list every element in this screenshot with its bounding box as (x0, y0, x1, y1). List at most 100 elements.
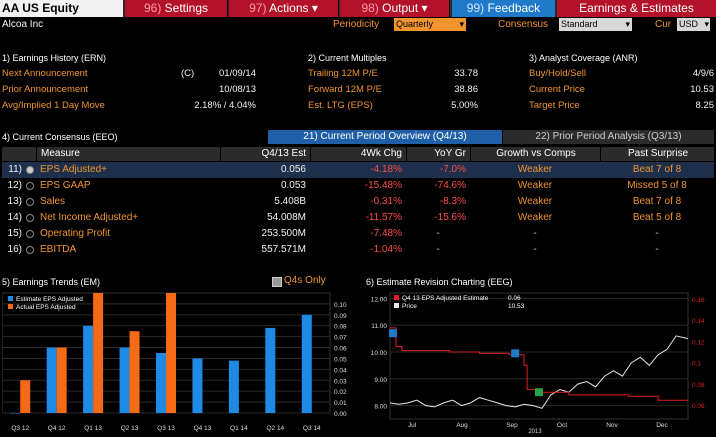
row-radio[interactable] (26, 214, 34, 222)
security-ticker[interactable]: AA US Equity (0, 0, 123, 17)
row-index: 13) (7, 196, 22, 207)
output-button[interactable]: 98) Output ▾ (340, 0, 450, 17)
col-past-surprise[interactable]: Past Surprise (600, 147, 715, 161)
q4s-only-checkbox[interactable] (272, 277, 282, 287)
yoy-growth: -15.6% (434, 212, 466, 223)
row-radio[interactable] (26, 246, 34, 254)
col-est[interactable]: Q4/13 Est (220, 147, 310, 161)
row-radio[interactable] (26, 198, 34, 206)
prior-announcement-label: Prior Announcement (2, 84, 89, 95)
next-announcement-flag: (C) (181, 68, 195, 79)
event-marker (511, 349, 520, 358)
settings-button[interactable]: 96) Settings (125, 0, 228, 17)
bar (46, 347, 57, 413)
trailing-pe-label: Trailing 12M P/E (308, 68, 378, 79)
four-week-change: -0.31% (370, 196, 402, 207)
measure-name: Operating Profit (40, 228, 111, 239)
measure-name: EPS GAAP (40, 180, 91, 191)
y-tick-label: 0.08 (334, 324, 347, 331)
avg-implied-move-label: Avg/Implied 1 Day Move (2, 100, 105, 111)
x-tick-label: Q3 14 (303, 425, 321, 432)
y-tick-label: 0.10 (334, 302, 347, 309)
forward-pe-label: Forward 12M P/E (308, 84, 382, 95)
measure-name: EPS Adjusted+ (40, 164, 107, 175)
estimate-revision-title[interactable]: 6) Estimate Revision Charting (EEG) (366, 277, 513, 287)
measure-name: EBITDA (40, 244, 77, 255)
currency-label: Cur (655, 19, 672, 30)
legend-label: Estimate EPS Adjusted (16, 296, 83, 303)
estimate-revision-svg: 8.00 9.00 10.00 11.00 12.00 0.06 0.08 0.1 0.12 0.… (371, 292, 705, 435)
actions-button[interactable]: 97) Actions ▾ (229, 0, 339, 17)
next-announcement-label: Next Announcement (2, 68, 88, 79)
row-radio[interactable] (26, 230, 34, 238)
past-surprise: Beat 7 of 8 (632, 196, 682, 207)
growth-vs-comps: Weaker (517, 164, 553, 175)
earnings-trends-title[interactable]: 5) Earnings Trends (EM) (2, 277, 101, 287)
y-tick-label: 0.07 (334, 335, 347, 342)
y-tick-label: 9.00 (374, 377, 387, 384)
past-surprise: - (655, 228, 659, 239)
current-consensus-title[interactable]: 4) Current Consensus (EEO) (2, 132, 118, 142)
legend-label: Q4 13 EPS Adjusted Estimate (402, 295, 489, 302)
chevron-down-icon: ▾ (625, 19, 630, 29)
tab-prior-period-analysis[interactable]: 22) Prior Period Analysis (Q3/13) (503, 130, 714, 144)
trailing-pe-value: 33.78 (454, 68, 478, 79)
table-row[interactable]: 15) Operating Profit 253.500M -7.48% - - - (2, 226, 714, 242)
estimate-value: 557.571M (261, 244, 306, 255)
chevron-down-icon: ▾ (704, 19, 709, 29)
x-tick-label: Q4 13 (194, 425, 212, 432)
y-tick-label: 0.03 (334, 378, 347, 385)
table-row[interactable]: 12) EPS GAAP 0.053 -15.48% -74.6% Weaker Misse… (2, 178, 714, 194)
y-tick-label: 12.00 (371, 296, 388, 303)
growth-vs-comps: Weaker (517, 212, 553, 223)
earnings-history-title[interactable]: 1) Earnings History (ERN) (2, 53, 107, 63)
row-index: 14) (7, 212, 22, 223)
y-tick-label: 11.00 (371, 323, 387, 330)
yoy-growth: -7.0% (439, 164, 466, 175)
col-growth-vs-comps[interactable]: Growth vs Comps (470, 147, 601, 161)
buy-hold-sell-value: 4/9/6 (692, 68, 714, 79)
row-radio[interactable] (26, 166, 34, 174)
tab-current-period-overview[interactable]: 21) Current Period Overview (Q4/13) (268, 130, 502, 144)
estimate-revision-chart: 8.00 9.00 10.00 11.00 12.00 0.06 0.08 0.1 0.12 0.… (366, 289, 716, 435)
next-announcement-value: 01/09/14 (219, 68, 256, 79)
x-tick-label: Oct (557, 422, 567, 429)
yoy-growth: -8.3% (439, 196, 466, 207)
chevron-down-icon: ▾ (459, 19, 464, 29)
x-tick-label: Q4 12 (48, 425, 66, 432)
x-tick-label: Q1 13 (84, 425, 102, 432)
chevron-down-icon: ▾ (421, 1, 428, 15)
table-row[interactable]: 13) Sales 5.408B -0.31% -8.3% Weaker Beat 7 of… (2, 194, 714, 210)
legend-value: 10.53 (508, 303, 525, 310)
settings-number: 96) (143, 1, 162, 15)
x-tick-label: Dec (656, 422, 668, 429)
right-y-tick-label: 0.1 (692, 361, 701, 368)
x-tick-label: Jul (408, 422, 417, 429)
chevron-down-icon: ▾ (311, 1, 318, 15)
bar (83, 325, 94, 413)
bar (166, 293, 176, 413)
table-row[interactable]: 14) Net Income Adjusted+ 54.008M -11.57% -15… (2, 210, 714, 226)
col-measure[interactable]: Measure (36, 147, 220, 161)
legend-swatch (394, 303, 399, 308)
bar (156, 353, 166, 413)
growth-vs-comps: - (533, 228, 537, 239)
feedback-button[interactable]: 99) Feedback (452, 0, 555, 17)
currency-select[interactable]: USD ▾ (677, 18, 710, 31)
consensus-select[interactable]: Standard ▾ (559, 18, 632, 31)
current-price-label: Current Price (529, 84, 585, 95)
analyst-coverage-title[interactable]: 3) Analyst Coverage (ANR) (529, 53, 638, 63)
col-yoy-gr[interactable]: YoY Gr (406, 147, 470, 161)
x-tick-label: Nov (606, 422, 618, 429)
col-4wk-chg[interactable]: 4Wk Chg (310, 147, 406, 161)
event-marker (388, 329, 397, 338)
plot-area (389, 292, 689, 420)
row-radio[interactable] (26, 182, 34, 190)
series-line (390, 327, 688, 401)
growth-vs-comps: Weaker (517, 180, 553, 191)
table-row[interactable]: 11) EPS Adjusted+ 0.056 -4.18% -7.0% Weaker Be… (2, 162, 714, 178)
legend-swatch (8, 296, 13, 301)
x-tick-label: Q2 14 (266, 425, 284, 432)
periodicity-select[interactable]: Quarterly ▾ (394, 18, 466, 31)
table-row[interactable]: 16) EBITDA 557.571M -1.04% - - - (2, 242, 714, 258)
